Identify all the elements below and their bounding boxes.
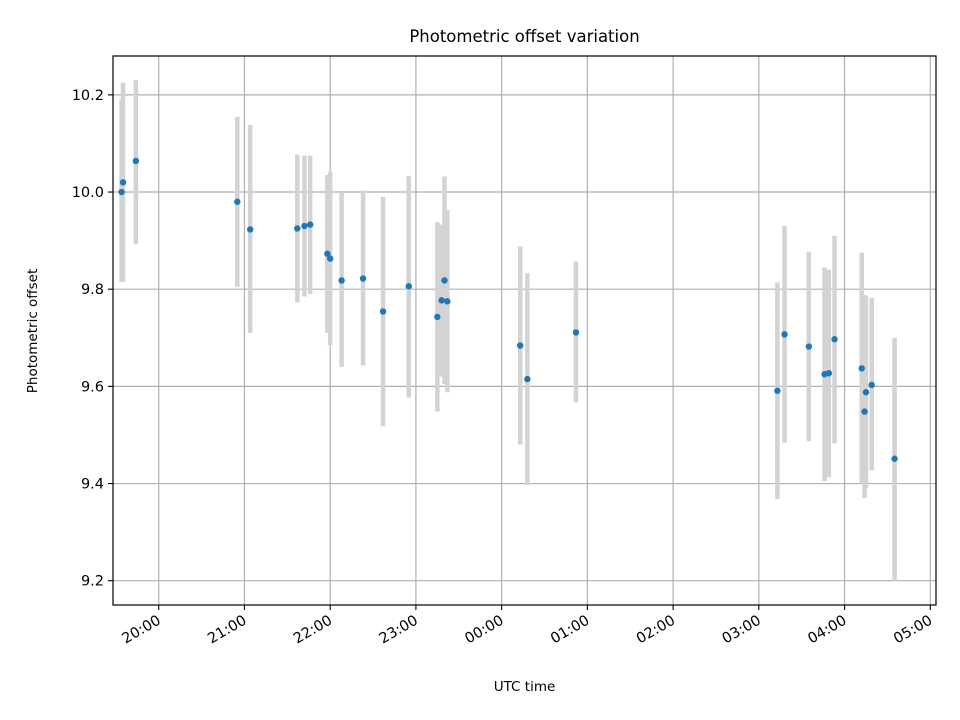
y-tick-label: 9.6 (81, 379, 104, 395)
data-point (301, 222, 308, 230)
data-point (306, 221, 314, 228)
data-point (825, 370, 833, 377)
chart-title: Photometric offset variation (409, 27, 639, 46)
data-point (781, 331, 788, 338)
data-point (434, 313, 441, 321)
y-tick-label: 10.0 (72, 185, 104, 201)
data-point (441, 277, 448, 284)
data-point (862, 389, 870, 396)
data-point (405, 283, 412, 290)
data-point (234, 198, 241, 205)
data-point (119, 179, 127, 186)
data-point (517, 342, 524, 349)
y-tick-label: 9.2 (81, 574, 104, 590)
data-point (524, 375, 531, 383)
data-point (438, 297, 445, 304)
data-point (132, 157, 140, 165)
data-point (338, 277, 345, 284)
data-point (572, 329, 580, 336)
data-point (831, 336, 838, 343)
data-point (858, 365, 865, 372)
data-point (774, 387, 781, 394)
data-point (444, 298, 451, 305)
data-point (379, 308, 387, 315)
data-point (246, 226, 254, 233)
data-point (359, 275, 367, 282)
data-point (868, 381, 875, 389)
y-axis-ticks: 9.2 9.4 9.6 9.8 10.0 10.2 (72, 88, 113, 590)
x-axis-label: UTC time (494, 679, 556, 695)
y-tick-label: 10.2 (72, 88, 104, 104)
data-point (891, 455, 898, 462)
y-tick-label: 9.8 (81, 282, 104, 298)
data-point (324, 250, 331, 257)
data-point (805, 343, 813, 350)
grid (113, 56, 936, 605)
data-point (326, 255, 334, 262)
y-axis-label: Photometric offset (25, 269, 41, 393)
data-point (294, 225, 301, 232)
data-points (118, 157, 898, 462)
data-point (861, 408, 868, 415)
y-tick-label: 9.4 (81, 477, 104, 493)
data-point (118, 188, 125, 196)
plot-frame (112, 55, 937, 606)
